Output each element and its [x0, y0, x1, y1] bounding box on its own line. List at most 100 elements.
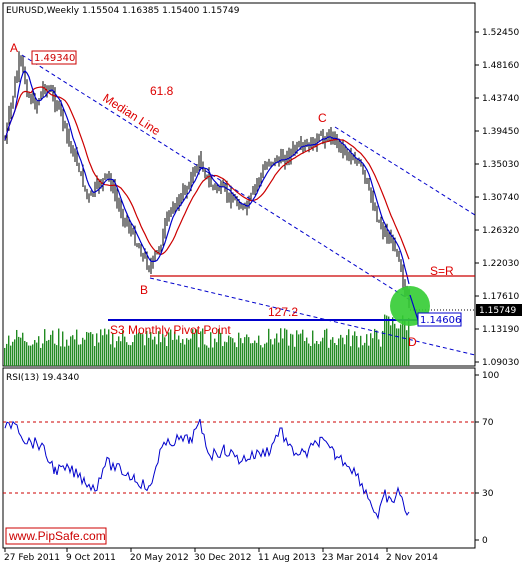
volume-bar: [136, 333, 138, 366]
volume-bar: [248, 337, 250, 366]
volume-bar: [214, 338, 216, 366]
volume-bar: [54, 343, 56, 366]
volume-bar: [394, 323, 396, 366]
volume-bar: [324, 329, 326, 366]
volume-bar: [270, 339, 272, 366]
volume-bar: [108, 329, 110, 366]
volume-bar: [102, 335, 104, 366]
volume-bar: [110, 344, 112, 366]
volume-bar: [406, 330, 408, 366]
volume-bar: [398, 328, 400, 366]
volume-bar: [258, 335, 260, 366]
volume-bar: [304, 341, 306, 366]
volume-bar: [122, 330, 124, 366]
volume-bar: [82, 337, 84, 366]
volume-bar: [28, 345, 30, 366]
volume-bar: [140, 333, 142, 366]
volume-bar: [302, 329, 304, 366]
volume-bar: [170, 329, 172, 366]
volume-bar: [80, 344, 82, 366]
volume-bar: [342, 337, 344, 366]
point-d-marker: [409, 294, 419, 321]
volume-bar: [106, 334, 108, 366]
volume-bar: [8, 335, 10, 366]
volume-bar: [312, 330, 314, 366]
date-tick-label: 11 Aug 2013: [258, 553, 316, 562]
volume-bar: [78, 344, 80, 366]
volume-bar: [368, 345, 370, 366]
price-tick-label: 1.39450: [482, 127, 519, 137]
volume-bar: [66, 339, 68, 366]
volume-bar: [98, 342, 100, 366]
volume-bar: [104, 328, 106, 366]
volume-bar: [246, 334, 248, 366]
volume-bars: [4, 314, 410, 366]
volume-bar: [224, 341, 226, 366]
volume-bar: [268, 328, 270, 366]
price-tick-label: 1.17610: [482, 292, 519, 302]
volume-bar: [326, 328, 328, 366]
price-tick-label: 1.30740: [482, 193, 519, 203]
volume-bar: [230, 337, 232, 366]
volume-bar: [210, 332, 212, 366]
volume-bar: [126, 342, 128, 366]
volume-bar: [310, 345, 312, 366]
volume-bar: [376, 330, 378, 366]
volume-bar: [14, 339, 16, 366]
volume-bar: [340, 334, 342, 366]
volume-bar: [402, 315, 404, 366]
volume-bar: [16, 329, 18, 366]
volume-bar: [30, 345, 32, 366]
point-a-price: 1.49340: [34, 53, 75, 64]
price-tick-label: 1.26320: [482, 226, 519, 236]
volume-bar: [166, 346, 168, 366]
volume-bar: [306, 337, 308, 366]
volume-bar: [144, 345, 146, 366]
volume-bar: [142, 334, 144, 366]
volume-bar: [18, 336, 20, 366]
volume-bar: [172, 339, 174, 366]
price-tick-label: 1.52450: [482, 28, 519, 38]
volume-bar: [24, 340, 26, 366]
volume-bar: [148, 337, 150, 366]
date-tick-label: 23 Mar 2014: [322, 553, 379, 562]
volume-bar: [196, 329, 198, 366]
volume-bar: [296, 330, 298, 366]
date-tick-label: 30 Dec 2012: [194, 553, 252, 562]
volume-bar: [32, 344, 34, 366]
volume-bar: [152, 339, 154, 366]
volume-bar: [176, 339, 178, 366]
rsi-panel-frame: [2, 367, 476, 549]
rsi-tick-label: 100: [482, 371, 499, 381]
volume-bar: [192, 329, 194, 366]
volume-bar: [290, 333, 292, 366]
volume-bar: [202, 328, 204, 366]
volume-bar: [186, 338, 188, 366]
volume-bar: [174, 331, 176, 366]
volume-bar: [188, 339, 190, 366]
volume-bar: [238, 332, 240, 366]
volume-bar: [338, 338, 340, 366]
volume-bar: [318, 344, 320, 366]
volume-bar: [94, 346, 96, 366]
volume-bar: [386, 315, 388, 366]
volume-bar: [198, 347, 200, 366]
volume-bar: [388, 316, 390, 366]
volume-bar: [250, 343, 252, 366]
s-eq-r-label: S=R: [430, 264, 454, 278]
volume-bar: [162, 333, 164, 366]
volume-bar: [284, 328, 286, 366]
volume-bar: [96, 333, 98, 366]
volume-bar: [70, 336, 72, 366]
price-tick-label: 1.22030: [482, 259, 519, 269]
date-tick-label: 2 Nov 2014: [386, 553, 438, 562]
volume-bar: [392, 317, 394, 366]
volume-bar: [90, 332, 92, 366]
volume-bar: [206, 345, 208, 366]
volume-bar: [278, 342, 280, 366]
rsi-header: RSI(13) 19.4340: [6, 373, 79, 383]
current-price-box: [476, 304, 522, 316]
volume-bar: [274, 338, 276, 366]
volume-bar: [276, 333, 278, 366]
volume-bar: [390, 325, 392, 366]
